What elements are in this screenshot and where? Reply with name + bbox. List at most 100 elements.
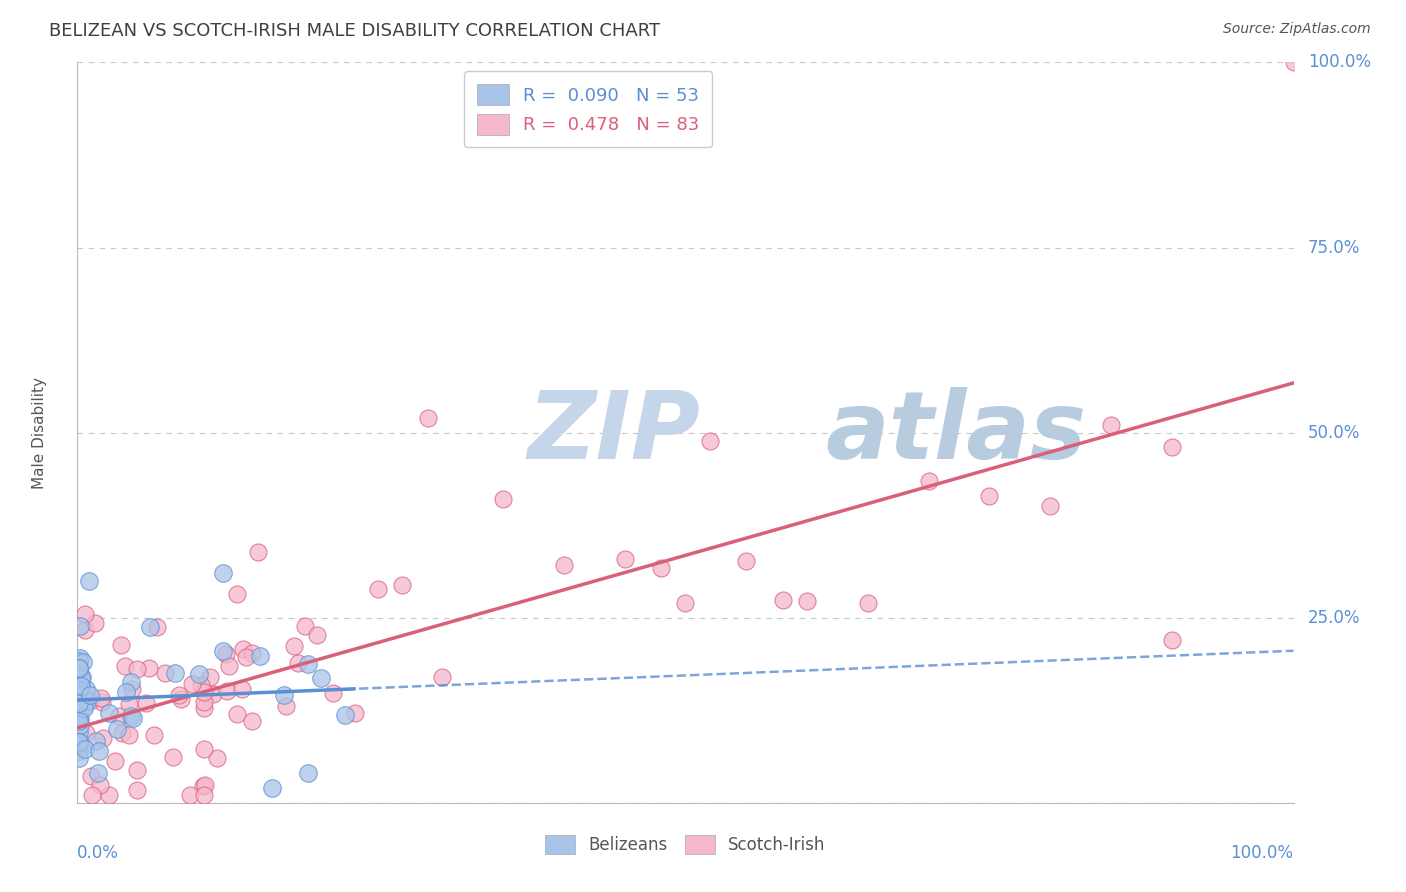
Point [856, 595, 879, 609]
Point [84, 734, 107, 748]
Point [127, 763, 149, 777]
Point [650, 560, 672, 574]
Point [240, 646, 263, 660]
Point [212, 643, 235, 657]
Point [67, 661, 90, 675]
Point [492, 491, 515, 506]
Point [772, 593, 794, 607]
Point [225, 706, 247, 721]
Point [69, 712, 91, 726]
Point [240, 714, 263, 728]
Point [212, 566, 235, 581]
Point [201, 687, 224, 701]
Point [91, 695, 114, 709]
Point [135, 696, 157, 710]
Point [167, 688, 190, 702]
Point [146, 620, 169, 634]
Point [191, 779, 214, 793]
Point [675, 596, 697, 610]
Point [193, 742, 215, 756]
Point [70, 671, 93, 685]
Point [287, 657, 309, 671]
Point [193, 789, 215, 803]
Point [193, 685, 215, 699]
Point [215, 647, 238, 661]
Point [193, 695, 215, 709]
Point [307, 628, 329, 642]
Point [796, 594, 818, 608]
Point [118, 697, 141, 711]
Text: Source: ZipAtlas.com: Source: ZipAtlas.com [1223, 22, 1371, 37]
Point [83, 616, 105, 631]
Point [344, 706, 367, 720]
Point [87, 765, 110, 780]
Point [114, 659, 136, 673]
Point [73, 741, 96, 756]
Point [76, 694, 98, 708]
Point [309, 671, 332, 685]
Point [73, 698, 96, 713]
Point [699, 434, 721, 448]
Legend: Belizeans, Scotch-Irish: Belizeans, Scotch-Irish [538, 829, 832, 861]
Point [75, 681, 97, 696]
Point [69, 651, 91, 665]
Point [613, 552, 636, 566]
Point [226, 587, 249, 601]
Point [97, 789, 120, 803]
Point [97, 706, 120, 720]
Point [69, 619, 91, 633]
Point [121, 681, 143, 696]
Text: 25.0%: 25.0% [1308, 608, 1361, 627]
Text: ZIP: ZIP [527, 386, 700, 479]
Point [163, 665, 186, 680]
Point [107, 709, 129, 723]
Point [139, 620, 162, 634]
Text: 50.0%: 50.0% [1308, 424, 1361, 442]
Point [67, 682, 90, 697]
Point [118, 727, 141, 741]
Point [391, 578, 413, 592]
Point [120, 675, 142, 690]
Point [333, 708, 356, 723]
Point [67, 665, 90, 680]
Point [1039, 499, 1062, 513]
Point [75, 607, 97, 621]
Point [120, 708, 142, 723]
Point [170, 692, 193, 706]
Point [122, 711, 145, 725]
Point [274, 698, 297, 713]
Point [67, 661, 90, 675]
Point [67, 714, 90, 728]
Point [198, 670, 221, 684]
Point [193, 701, 215, 715]
Text: 100.0%: 100.0% [1308, 54, 1371, 71]
Point [69, 718, 91, 732]
Text: BELIZEAN VS SCOTCH-IRISH MALE DISABILITY CORRELATION CHART: BELIZEAN VS SCOTCH-IRISH MALE DISABILITY… [49, 22, 661, 40]
Point [205, 751, 228, 765]
Point [162, 750, 184, 764]
Point [231, 682, 253, 697]
Point [79, 689, 101, 703]
Text: 100.0%: 100.0% [1230, 844, 1294, 862]
Point [67, 735, 90, 749]
Point [735, 554, 758, 568]
Point [430, 670, 453, 684]
Point [72, 655, 94, 669]
Point [67, 697, 90, 711]
Point [367, 582, 389, 596]
Point [91, 731, 114, 746]
Point [79, 694, 101, 708]
Point [179, 789, 201, 803]
Point [90, 691, 112, 706]
Point [67, 738, 90, 752]
Point [67, 744, 90, 758]
Point [180, 677, 202, 691]
Point [273, 689, 295, 703]
Point [111, 726, 134, 740]
Point [110, 638, 132, 652]
Point [89, 778, 111, 792]
Point [82, 789, 104, 803]
Point [67, 709, 90, 723]
Text: 75.0%: 75.0% [1308, 238, 1361, 257]
Point [1282, 55, 1305, 70]
